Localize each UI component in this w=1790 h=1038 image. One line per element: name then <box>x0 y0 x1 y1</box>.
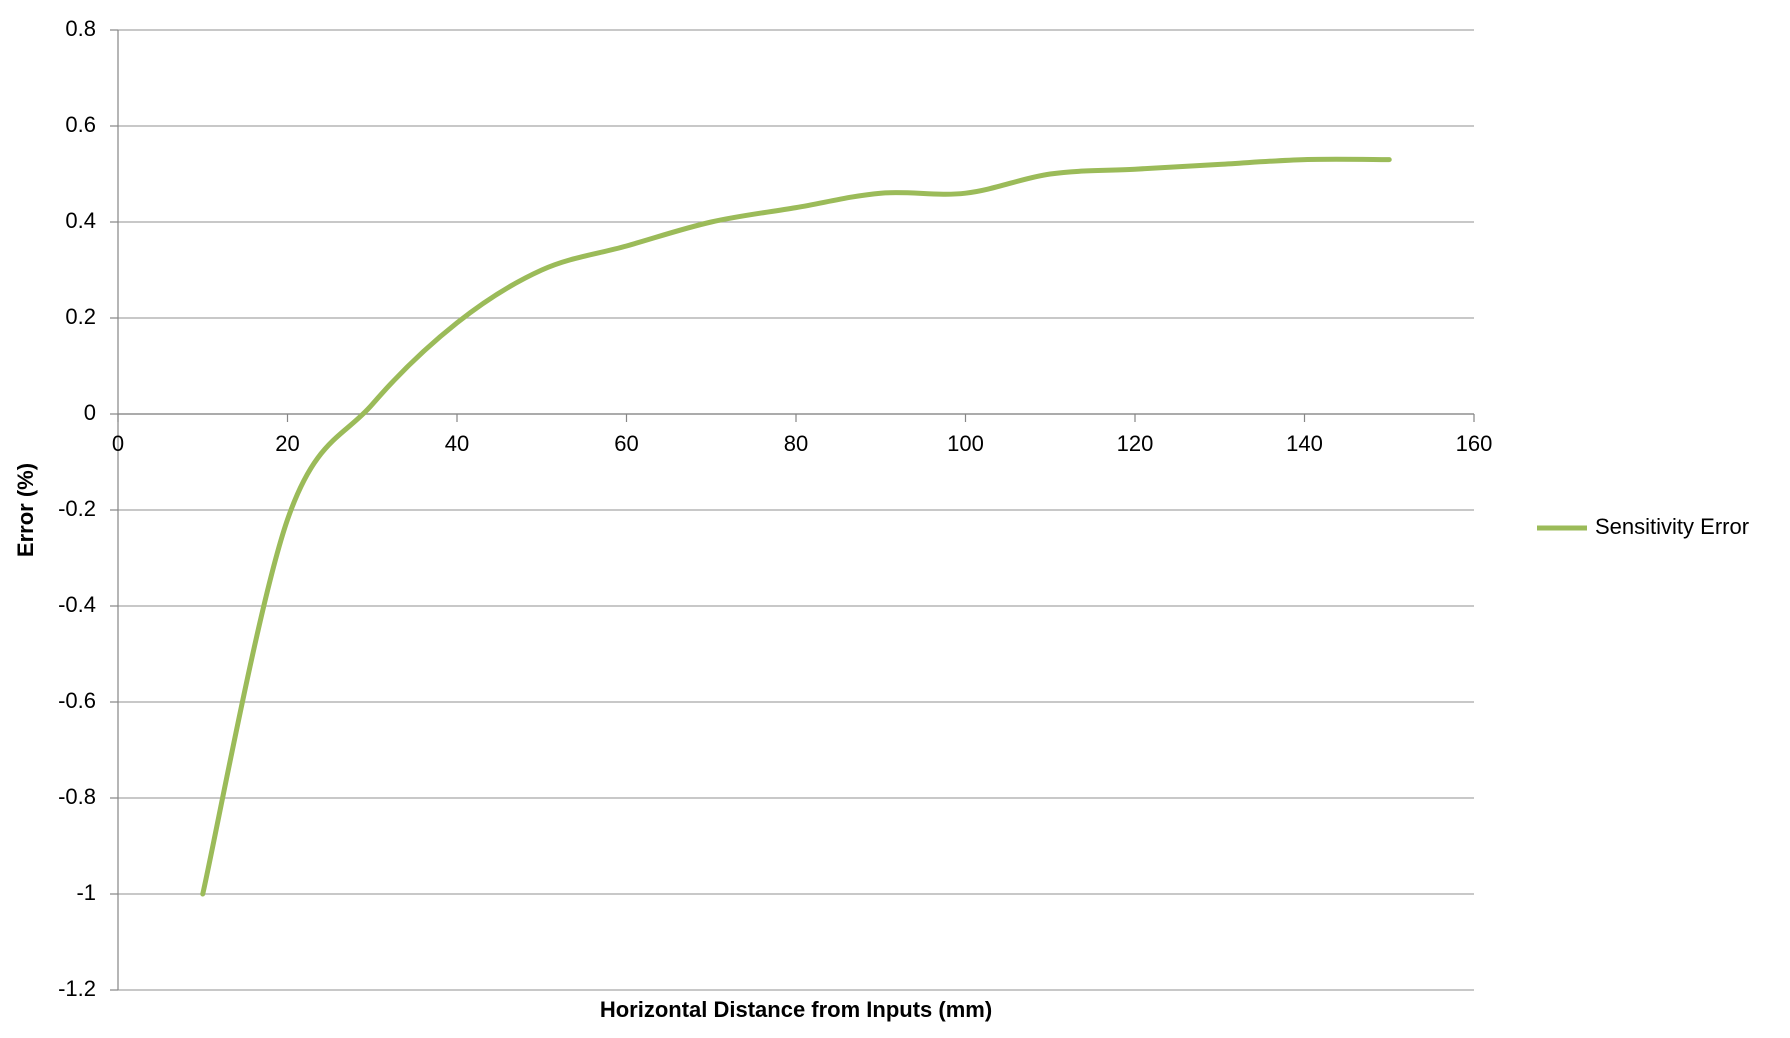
y-tick-label: -0.4 <box>58 592 96 617</box>
y-tick-label: -0.8 <box>58 784 96 809</box>
x-tick-label: 140 <box>1286 431 1323 456</box>
y-tick-label: 0.2 <box>65 304 96 329</box>
series-line <box>200 156 1392 897</box>
y-tick-label: 0.4 <box>65 208 96 233</box>
y-tick-label: -1.2 <box>58 976 96 1001</box>
y-tick-label: 0 <box>84 400 96 425</box>
x-tick-label: 60 <box>614 431 638 456</box>
legend-label: Sensitivity Error <box>1595 514 1749 539</box>
y-tick-label: 0.8 <box>65 16 96 41</box>
y-tick-label: -0.2 <box>58 496 96 521</box>
x-tick-label: 20 <box>275 431 299 456</box>
x-tick-label: 40 <box>445 431 469 456</box>
x-tick-label: 100 <box>947 431 984 456</box>
y-axis-label: Error (%) <box>13 463 38 557</box>
x-tick-label: 120 <box>1117 431 1154 456</box>
y-tick-label: -1 <box>76 880 96 905</box>
y-tick-label: 0.6 <box>65 112 96 137</box>
x-tick-label: 160 <box>1456 431 1493 456</box>
x-tick-label: 80 <box>784 431 808 456</box>
x-axis-label: Horizontal Distance from Inputs (mm) <box>600 997 992 1022</box>
x-tick-label: 0 <box>112 431 124 456</box>
y-tick-label: -0.6 <box>58 688 96 713</box>
